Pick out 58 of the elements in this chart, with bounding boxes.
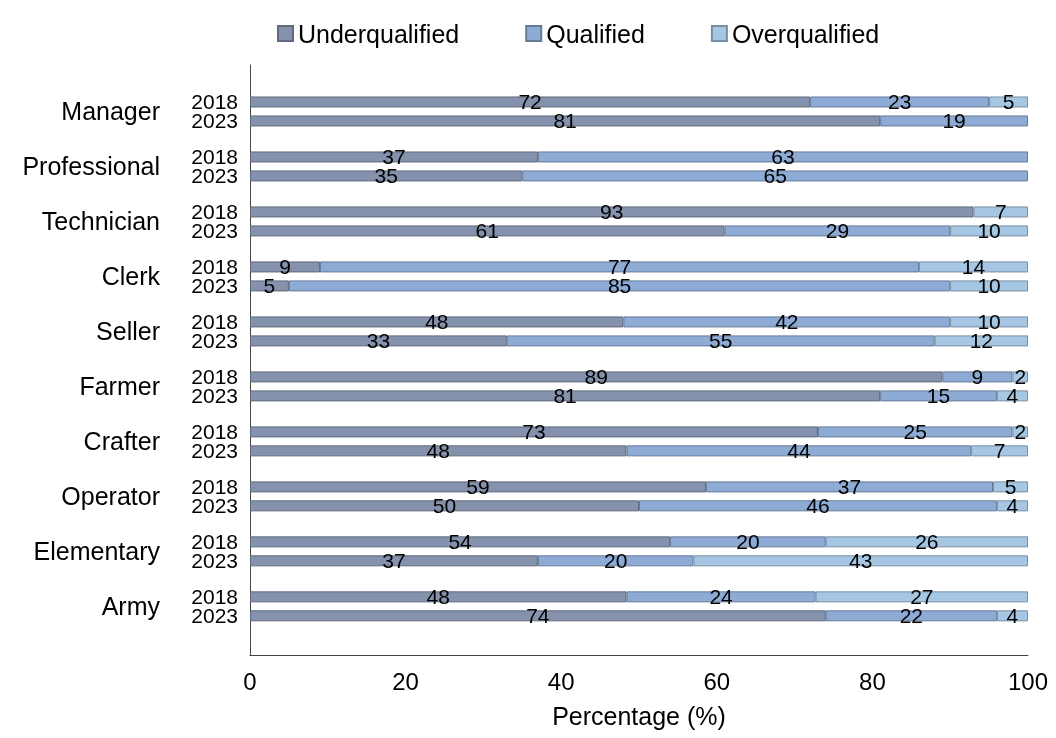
- data-label: 19: [942, 109, 966, 133]
- data-label: 33: [366, 329, 391, 353]
- data-label: 46: [806, 494, 830, 518]
- x-tick-label: 60: [703, 667, 731, 695]
- text: Professional: [22, 152, 160, 181]
- legend-label: Underqualified: [298, 19, 460, 48]
- data-label: 26: [915, 530, 939, 554]
- data-label: 44: [787, 439, 811, 463]
- data-label: 72: [518, 90, 542, 114]
- text: Technician: [41, 207, 160, 236]
- data-label: 5: [263, 274, 276, 298]
- x-tick-label: 0: [243, 667, 257, 695]
- data-label: 55: [709, 329, 733, 353]
- x-tick-label: 80: [859, 667, 886, 695]
- data-label: 7: [993, 439, 1006, 463]
- x-tick-label: 40: [547, 667, 575, 695]
- data-label: 81: [553, 384, 577, 408]
- text: Crafter: [83, 427, 160, 456]
- data-label: 73: [522, 420, 546, 444]
- data-label: 37: [837, 475, 862, 499]
- text: Army: [101, 592, 161, 621]
- text: Farmer: [79, 372, 160, 401]
- data-label: 24: [709, 585, 734, 609]
- data-label: 48: [426, 439, 450, 463]
- data-label: 9: [971, 365, 984, 389]
- data-label: 50: [432, 494, 457, 518]
- data-label: 89: [584, 365, 608, 389]
- data-label: 9: [279, 255, 291, 279]
- data-label: 4: [1006, 604, 1019, 628]
- text: Seller: [96, 317, 160, 346]
- legend-label: Qualified: [546, 19, 645, 48]
- text: Manager: [61, 97, 160, 126]
- x-axis-title: Percentage (%): [552, 701, 726, 730]
- data-label: 43: [849, 549, 873, 573]
- text: Operator: [61, 482, 160, 511]
- data-label: 25: [903, 420, 927, 444]
- data-label: 48: [425, 310, 449, 334]
- data-label: 93: [600, 200, 624, 224]
- data-label: 29: [825, 219, 850, 243]
- text: Elementary: [33, 537, 161, 566]
- data-label: 42: [775, 310, 799, 334]
- data-label: 20: [736, 530, 760, 554]
- text: Clerk: [101, 262, 161, 291]
- x-tick-label: 100: [1007, 667, 1049, 695]
- data-label: 74: [526, 604, 550, 628]
- legend-label: Overqualified: [731, 19, 880, 48]
- data-label: 23: [887, 90, 912, 114]
- data-label: 81: [553, 109, 577, 133]
- x-tick-label: 20: [392, 667, 419, 695]
- data-label: 5: [1002, 90, 1015, 114]
- data-label: 59: [466, 475, 490, 499]
- data-label: 61: [475, 219, 499, 243]
- data-label: 54: [448, 530, 473, 554]
- data-label: 37: [382, 549, 406, 573]
- data-label: 20: [603, 549, 628, 573]
- data-label: 2: [1014, 420, 1027, 444]
- data-label: 48: [426, 585, 450, 609]
- data-label: 15: [926, 384, 951, 408]
